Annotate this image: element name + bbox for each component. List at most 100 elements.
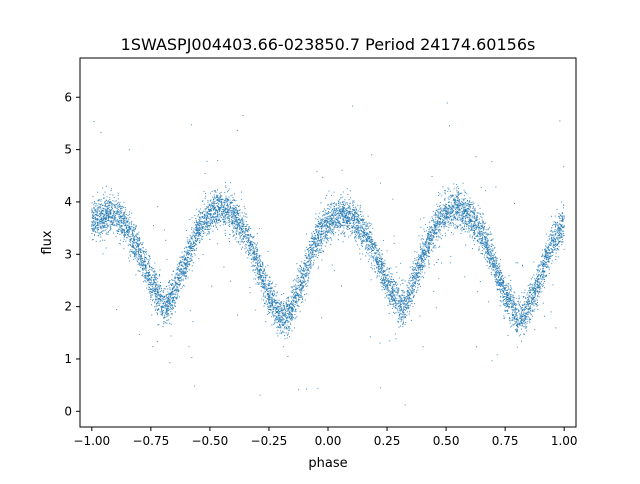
data-point: [449, 213, 451, 215]
data-point: [199, 225, 201, 227]
data-point: [218, 210, 220, 212]
data-point: [454, 224, 456, 226]
data-point: [104, 203, 106, 205]
data-point: [279, 317, 281, 319]
data-point: [561, 216, 563, 218]
data-point: [371, 262, 372, 264]
data-point: [259, 271, 261, 273]
data-point: [547, 258, 549, 260]
data-point: [349, 208, 351, 210]
data-point: [241, 224, 243, 226]
data-point: [475, 214, 477, 216]
data-point: [319, 240, 321, 242]
data-point: [476, 217, 478, 219]
data-point: [166, 314, 168, 316]
data-point: [148, 288, 150, 290]
data-point: [425, 253, 427, 255]
data-point: [283, 305, 284, 307]
data-point: [330, 237, 332, 239]
data-point: [456, 195, 458, 197]
data-point: [356, 208, 358, 210]
data-point: [139, 249, 141, 251]
data-point: [387, 290, 389, 292]
data-point: [217, 206, 219, 208]
data-point: [127, 234, 129, 236]
data-point: [192, 230, 194, 232]
data-point: [428, 231, 430, 233]
data-point: [170, 298, 172, 300]
data-point: [191, 270, 193, 272]
data-point: [224, 224, 226, 226]
data-point: [166, 309, 168, 311]
data-point: [186, 259, 188, 261]
data-point: [464, 215, 466, 217]
data-point: [429, 234, 431, 236]
data-point: [466, 217, 468, 219]
data-point: [349, 217, 351, 219]
data-point: [126, 237, 128, 239]
data-point: [111, 221, 113, 223]
data-point: [527, 308, 529, 310]
data-point: [364, 222, 366, 224]
data-point: [162, 298, 164, 300]
data-point: [415, 290, 417, 292]
data-point: [303, 276, 305, 278]
data-point: [223, 207, 225, 209]
data-point: [339, 199, 341, 201]
data-point: [523, 311, 525, 313]
data-point: [320, 243, 322, 245]
data-point: [206, 214, 208, 216]
data-point: [154, 276, 156, 278]
data-point: [137, 240, 139, 242]
data-point: [114, 225, 116, 227]
data-point: [390, 297, 392, 299]
data-point: [488, 262, 490, 264]
data-point: [93, 209, 95, 211]
data-point: [119, 211, 121, 213]
data-point: [504, 288, 506, 290]
data-point: [288, 312, 290, 314]
data-point: [402, 289, 404, 291]
data-point: [378, 253, 380, 255]
data-point: [204, 173, 206, 175]
data-point: [233, 210, 235, 212]
data-point: [233, 200, 235, 202]
data-point: [536, 268, 538, 270]
data-point: [482, 221, 484, 223]
data-point: [270, 309, 272, 311]
data-point: [245, 220, 247, 222]
data-point: [235, 232, 237, 234]
data-point: [517, 300, 519, 302]
data-point: [185, 246, 187, 248]
data-point: [110, 189, 112, 191]
data-point: [136, 238, 138, 240]
data-point: [299, 286, 301, 288]
data-point: [322, 233, 324, 235]
data-point: [171, 293, 173, 295]
data-point: [108, 205, 110, 207]
data-point: [109, 211, 111, 213]
data-point: [283, 307, 285, 309]
data-point: [175, 290, 177, 292]
data-point: [155, 285, 156, 287]
data-point: [125, 240, 127, 242]
data-point: [393, 298, 395, 300]
data-point: [531, 302, 533, 304]
data-point: [203, 218, 205, 220]
data-point: [233, 227, 235, 229]
data-point: [398, 307, 400, 309]
data-point: [558, 223, 560, 225]
data-point: [338, 211, 340, 213]
data-point: [269, 296, 271, 298]
data-point: [114, 213, 116, 215]
data-point: [343, 207, 345, 209]
data-point: [253, 257, 255, 259]
data-point: [295, 287, 297, 289]
data-point: [270, 310, 272, 312]
data-point: [192, 244, 194, 246]
data-point: [524, 308, 526, 310]
data-point: [196, 241, 198, 243]
data-point: [200, 218, 202, 220]
data-point: [379, 255, 381, 257]
data-point: [171, 283, 173, 285]
